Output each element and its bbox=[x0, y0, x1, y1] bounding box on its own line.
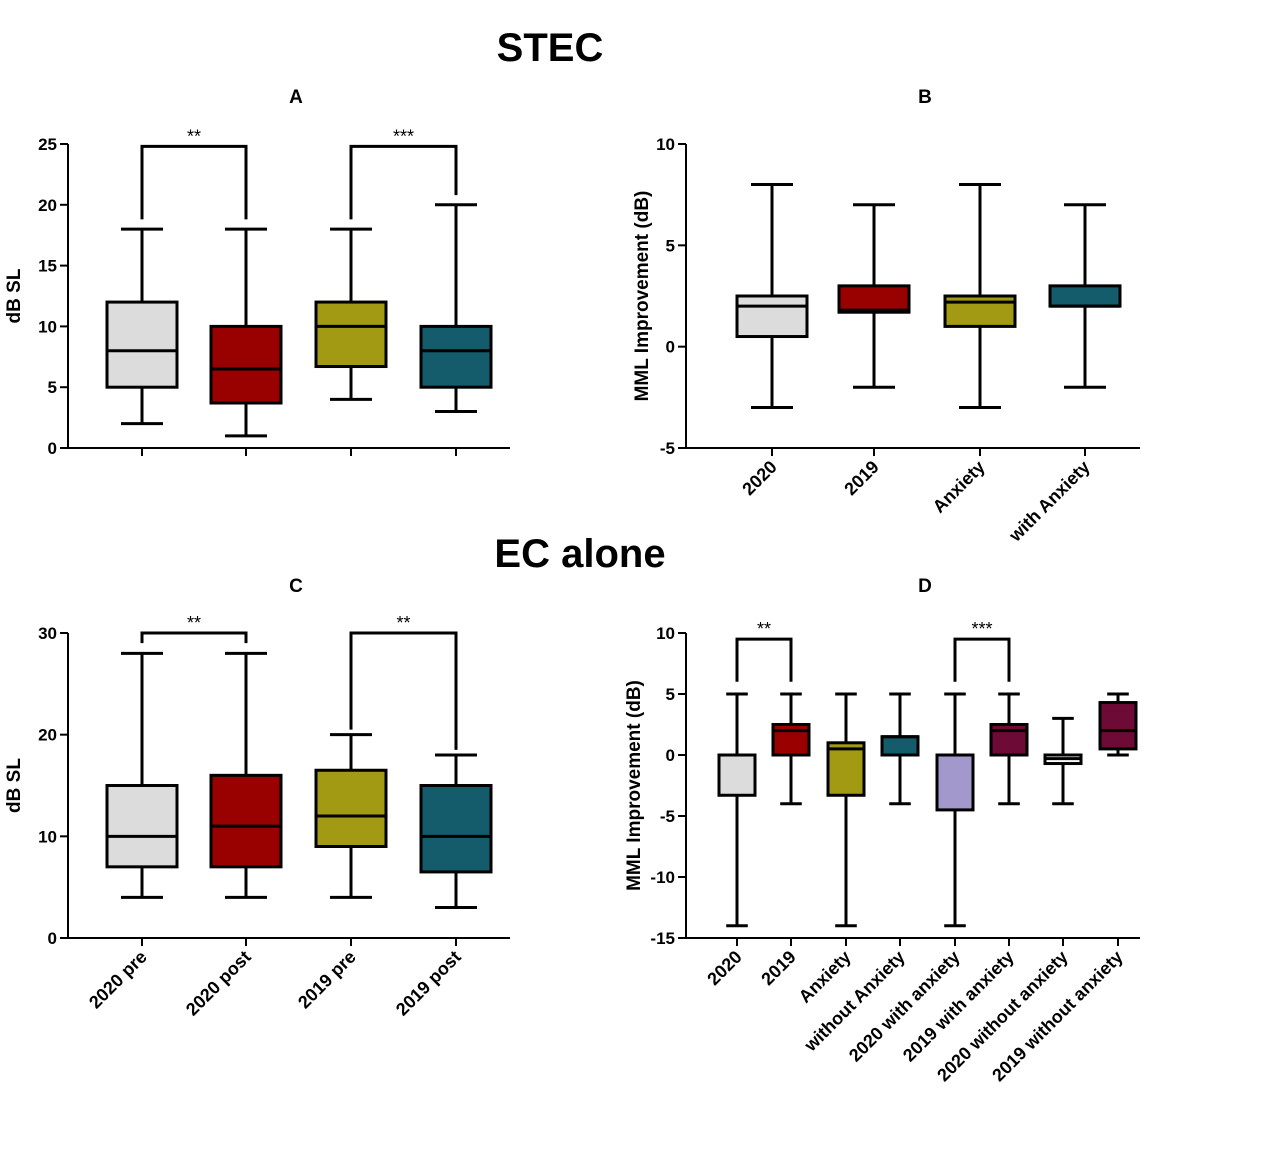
y-tick-label: 10 bbox=[38, 317, 57, 336]
bracket-line bbox=[140, 144, 248, 220]
panel-title: D bbox=[918, 576, 932, 597]
x-category-label: 2019 post bbox=[392, 947, 465, 1020]
section-title-ec-alone: EC alone bbox=[494, 532, 666, 576]
iqr-box bbox=[989, 723, 1029, 757]
x-category-label: 2020 bbox=[738, 457, 780, 499]
x-category-label: 2020 pre bbox=[85, 947, 151, 1013]
y-tick-label: -10 bbox=[650, 868, 675, 887]
y-axis-label: MML Improvement (dB) bbox=[624, 680, 645, 891]
iqr-box bbox=[1098, 701, 1138, 751]
panel-title: A bbox=[289, 87, 303, 108]
box-4: 2019 post bbox=[392, 753, 493, 1020]
iqr-box bbox=[209, 324, 283, 405]
x-category-label: with Anxiety bbox=[1004, 457, 1093, 546]
bracket-line bbox=[735, 637, 793, 682]
iqr-box bbox=[314, 768, 388, 848]
significance-label: *** bbox=[393, 126, 414, 146]
significance-label: ** bbox=[757, 619, 771, 639]
y-axis-label: dB SL bbox=[4, 268, 25, 323]
y-tick-label: 0 bbox=[48, 439, 57, 458]
box-1: 2020 pre bbox=[85, 651, 179, 1013]
box-2: 2019 bbox=[757, 692, 811, 989]
significance-bracket: ** bbox=[140, 613, 248, 644]
iqr-box bbox=[209, 773, 283, 869]
significance-label: *** bbox=[971, 619, 992, 639]
box-3: Anxiety bbox=[929, 183, 1017, 517]
y-tick-label: 20 bbox=[38, 196, 57, 215]
y-tick-label: 5 bbox=[666, 236, 675, 255]
x-category-label: 2019 bbox=[757, 947, 799, 989]
x-category-label: without Anxiety bbox=[800, 947, 909, 1056]
y-tick-label: 0 bbox=[666, 746, 675, 765]
x-category-label: 2020 bbox=[703, 947, 745, 989]
iqr-box bbox=[880, 735, 920, 757]
iqr-box bbox=[771, 723, 811, 757]
iqr-box bbox=[419, 784, 493, 874]
y-tick-label: 10 bbox=[656, 135, 675, 154]
box-1 bbox=[105, 227, 179, 456]
box-2: 2020 post bbox=[182, 651, 283, 1020]
iqr-box bbox=[314, 300, 388, 369]
iqr-box bbox=[826, 741, 866, 797]
x-category-label: Anxiety bbox=[929, 457, 989, 517]
panel-title: C bbox=[289, 576, 303, 597]
box-1: 2020 bbox=[735, 183, 809, 499]
panel-d: D -15 -10 -5 0 5 10 MML Improvement (dB) 2020 201… bbox=[624, 576, 1140, 1085]
y-tick-label: -5 bbox=[660, 439, 675, 458]
y-tick-label: 10 bbox=[38, 827, 57, 846]
box-4: with Anxiety bbox=[1004, 203, 1122, 546]
y-tick-label: 20 bbox=[38, 726, 57, 745]
x-category-label: 2019 bbox=[840, 457, 882, 499]
iqr-box bbox=[837, 284, 911, 314]
iqr-box bbox=[717, 753, 757, 797]
box-2 bbox=[209, 227, 283, 456]
panel-c: C 0 10 20 30 dB SL 2020 pre 2020 post 2019 pre 20… bbox=[4, 576, 510, 1020]
y-tick-label: 25 bbox=[38, 135, 57, 154]
significance-bracket: *** bbox=[349, 126, 458, 220]
bracket-line bbox=[953, 637, 1011, 682]
box-3: 2019 pre bbox=[294, 733, 388, 1013]
box-2: 2019 bbox=[837, 203, 911, 499]
y-tick-label: 0 bbox=[666, 338, 675, 357]
y-tick-label: 15 bbox=[38, 257, 57, 276]
iqr-box bbox=[105, 300, 179, 389]
bracket-line bbox=[140, 631, 248, 644]
box-3 bbox=[314, 227, 388, 456]
iqr-box bbox=[1048, 284, 1122, 308]
significance-bracket: ** bbox=[140, 126, 248, 220]
x-category-label: 2019 pre bbox=[294, 947, 360, 1013]
y-tick-label: 10 bbox=[656, 624, 675, 643]
x-category-label: 2020 post bbox=[182, 947, 255, 1020]
iqr-box bbox=[735, 294, 809, 339]
iqr-box bbox=[943, 294, 1017, 328]
significance-label: ** bbox=[396, 613, 410, 633]
y-tick-label: 30 bbox=[38, 624, 57, 643]
panel-title: B bbox=[918, 87, 932, 108]
iqr-box bbox=[419, 324, 493, 389]
y-tick-label: 5 bbox=[48, 378, 57, 397]
bracket-line bbox=[349, 144, 458, 220]
significance-bracket: *** bbox=[953, 619, 1011, 682]
iqr-box bbox=[935, 753, 975, 812]
panel-b: B -5 0 5 10 MML Improvement (dB) 2020 2019 Anxie… bbox=[632, 87, 1140, 546]
box-1: 2020 bbox=[703, 692, 757, 989]
y-tick-label: -15 bbox=[650, 929, 675, 948]
section-title-stec: STEC bbox=[496, 26, 604, 70]
y-tick-label: -5 bbox=[660, 807, 675, 826]
y-axis-label: MML Improvement (dB) bbox=[632, 191, 653, 402]
significance-label: ** bbox=[187, 613, 201, 633]
significance-bracket: ** bbox=[349, 613, 458, 750]
y-tick-label: 5 bbox=[666, 685, 675, 704]
iqr-box bbox=[105, 784, 179, 869]
significance-label: ** bbox=[187, 126, 201, 146]
y-tick-label: 0 bbox=[48, 929, 57, 948]
significance-bracket: ** bbox=[735, 619, 793, 682]
bracket-line bbox=[349, 631, 458, 750]
y-axis-label: dB SL bbox=[4, 758, 25, 813]
box-4 bbox=[419, 203, 493, 456]
